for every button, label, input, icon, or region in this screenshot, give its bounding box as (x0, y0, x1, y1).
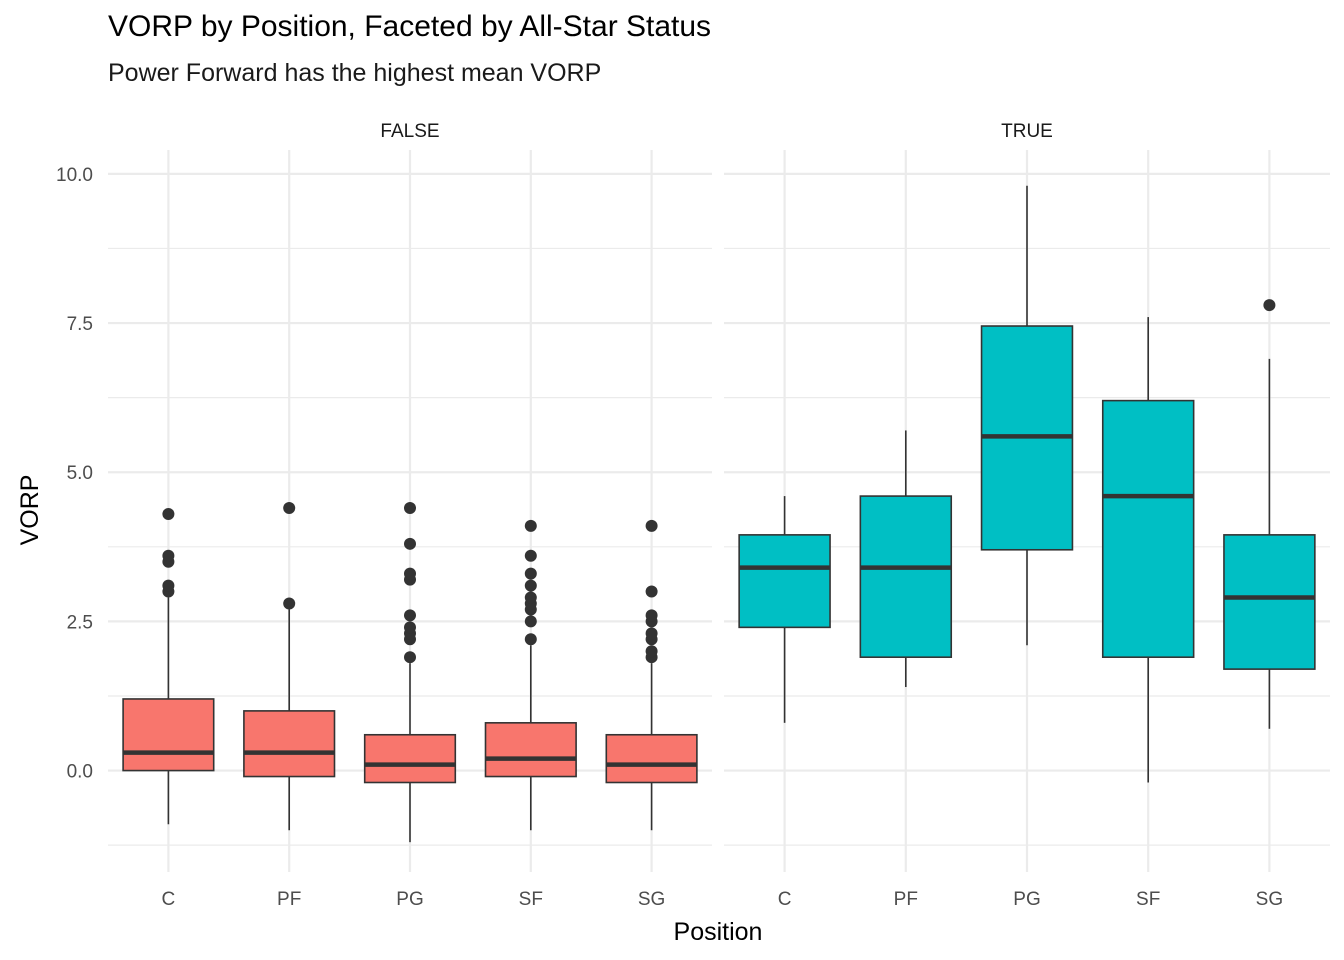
boxplot-false-sf (484, 519, 577, 831)
chart-title: VORP by Position, Faceted by All-Star St… (108, 10, 712, 43)
y-tick-label: 5.0 (67, 463, 93, 484)
x-tick-label: SF (519, 889, 543, 910)
x-tick-label: C (162, 889, 176, 910)
box (1101, 399, 1195, 658)
y-tick-label: 7.5 (67, 314, 93, 335)
boxplot-true-sg (1223, 299, 1316, 729)
outlier-point (162, 507, 175, 520)
outlier-point (645, 519, 658, 532)
outlier-point (524, 615, 537, 628)
marks-layer (122, 185, 1316, 843)
boxplot-false-pg (363, 502, 457, 843)
chart-subtitle: Power Forward has the highest mean VORP (108, 59, 602, 87)
boxplot-true-sf (1101, 317, 1195, 783)
x-axis-title: Position (674, 918, 763, 946)
outlier-point (1263, 299, 1276, 312)
outlier-point (524, 633, 537, 646)
x-tick-label: SG (1256, 889, 1283, 910)
outlier-point (404, 502, 416, 515)
outlier-point (524, 567, 537, 580)
outlier-point (524, 579, 537, 592)
y-tick-label: 0.0 (67, 762, 93, 783)
box (1223, 534, 1316, 670)
outlier-point (404, 537, 416, 550)
boxplot-false-c (122, 507, 215, 825)
outlier-point (524, 519, 537, 532)
x-tick-label: PG (396, 889, 423, 910)
outlier-point (283, 597, 296, 610)
boxplot-false-pf (243, 502, 336, 831)
outlier-point (162, 579, 175, 592)
box (363, 733, 457, 784)
facet-label: FALSE (380, 121, 439, 142)
y-tick-label: 10.0 (56, 165, 93, 186)
outlier-point (404, 567, 416, 580)
outlier-point (524, 549, 537, 562)
boxplot-false-sg (605, 519, 698, 831)
outlier-point (404, 651, 416, 664)
y-tick-label: 2.5 (67, 612, 93, 633)
box (122, 698, 215, 772)
y-axis-title: VORP (16, 475, 44, 546)
box (243, 710, 336, 778)
outlier-point (283, 502, 296, 515)
box (484, 722, 577, 778)
outlier-point (645, 645, 658, 658)
outlier-point (645, 609, 658, 622)
x-tick-label: PF (277, 889, 301, 910)
facet-label: TRUE (1001, 121, 1053, 142)
x-tick-label: C (778, 889, 792, 910)
x-tick-label: PG (1013, 889, 1040, 910)
outlier-point (404, 621, 416, 634)
labels-layer: FALSE C PF PG SF SG 0.0 2.5 5.0 7.5 10.0 TRUE C PF PG S… (56, 121, 1283, 910)
box (605, 733, 698, 784)
x-tick-label: PF (894, 889, 918, 910)
outlier-point (404, 609, 416, 622)
x-tick-label: SG (638, 889, 665, 910)
box (738, 534, 831, 629)
box (859, 495, 953, 658)
boxplot-true-pg (980, 185, 1074, 646)
outlier-point (524, 591, 537, 604)
outlier-point (645, 627, 658, 640)
outlier-point (162, 549, 175, 562)
boxplot-true-c (738, 496, 831, 723)
boxplot-true-pf (859, 430, 953, 688)
outlier-point (645, 585, 658, 598)
x-tick-label: SF (1136, 889, 1160, 910)
